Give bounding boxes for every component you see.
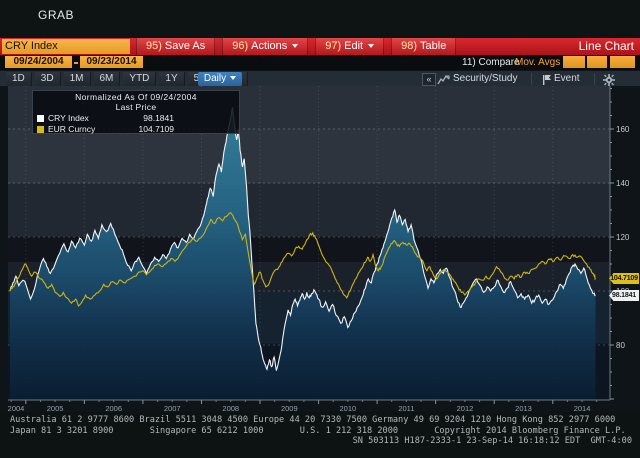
y-axis-label-160: 160 — [616, 125, 630, 134]
menu-key: 95) — [146, 40, 162, 52]
x-axis-label-2005: 2005 — [47, 404, 64, 412]
menu-button-save-as[interactable]: 95) Save As — [136, 38, 216, 55]
study-chart-icon — [437, 73, 450, 91]
x-axis-label-2008: 2008 — [222, 404, 239, 412]
period-toolbar: 1D3D1M6MYTD1Y5YMax Daily « Security/Stud… — [0, 70, 640, 86]
x-axis-label-2014: 2014 — [574, 404, 591, 412]
cry-series-name: CRY Index — [48, 113, 89, 123]
footer-line-3: SN 503113 H187-2333-1 23-Sep-14 16:18:12… — [352, 436, 632, 446]
caret-down-icon — [292, 44, 299, 49]
x-axis-label-2011: 2011 — [398, 404, 414, 412]
cry-price-callout: 98.1841 — [609, 290, 639, 301]
terminal-footer: Australia 61 2 9777 8600 Brazil 5511 304… — [0, 415, 640, 458]
caret-down-icon — [368, 44, 375, 49]
compare-button[interactable]: 11) Compare — [462, 57, 520, 68]
chart-legend: Normalized As Of 09/24/2004 Last Price C… — [32, 90, 240, 134]
menu-key: 96) — [232, 40, 249, 52]
x-axis-label-2013: 2013 — [515, 404, 532, 412]
y-axis-label-80: 80 — [616, 341, 625, 350]
date-to-input[interactable]: 09/23/2014 — [80, 56, 143, 68]
eur-price-callout: 104.7109 — [609, 273, 639, 284]
y-axis-label-140: 140 — [616, 179, 630, 188]
frequency-value: Daily — [203, 73, 227, 84]
menu-label: Save As — [164, 40, 206, 52]
cry-series-swatch — [37, 114, 44, 122]
period-button-ytd[interactable]: YTD — [123, 72, 157, 86]
menu-key: 97) — [325, 40, 342, 52]
grab-label: GRAB — [38, 8, 75, 22]
toolbar-divider — [531, 73, 532, 85]
x-axis-label-2004: 2004 — [8, 404, 25, 412]
footer-line-2: Japan 81 3 3201 8900 Singapore 65 6212 1… — [10, 425, 626, 436]
menu-key: 98) — [401, 40, 418, 52]
chart-area: 8010012014016020042005200620072008200920… — [0, 86, 640, 413]
date-range-bar: 09/24/2004 09/23/2014 11) Compare Mov. A… — [0, 55, 640, 70]
chart-type-title: Line Chart — [578, 39, 634, 53]
date-from-input[interactable]: 09/24/2004 — [5, 56, 72, 68]
legend-item-cry[interactable]: CRY Index 98.1841 — [33, 113, 239, 123]
menu-button-edit[interactable]: 97) Edit — [315, 38, 385, 55]
x-axis-label-2012: 2012 — [457, 404, 474, 412]
menu-button-table[interactable]: 98) Table — [391, 38, 457, 55]
command-bar: GRAB — [0, 0, 640, 38]
event-button[interactable]: Event — [554, 73, 580, 84]
date-range-dash — [74, 62, 78, 64]
period-button-6m[interactable]: 6M — [93, 72, 121, 86]
mov-avgs-button[interactable]: Mov. Avgs — [515, 57, 561, 68]
legend-title: Normalized As Of 09/24/2004 — [75, 92, 197, 102]
y-axis-label-120: 120 — [616, 233, 630, 242]
caret-down-icon — [230, 76, 237, 81]
legend-item-eur[interactable]: EUR Curncy 104.7109 — [33, 124, 239, 134]
period-button-1d[interactable]: 1D — [6, 72, 32, 86]
eur-series-swatch — [37, 125, 44, 133]
legend-subtitle: Last Price — [115, 102, 157, 112]
cry-last-price: 98.1841 — [143, 113, 174, 123]
frequency-dropdown[interactable]: Daily — [198, 72, 242, 86]
price-chart-plot[interactable]: 8010012014016020042005200620072008200920… — [0, 86, 640, 413]
x-axis-label-2009: 2009 — [281, 404, 298, 412]
security-study-button[interactable]: Security/Study — [453, 73, 518, 84]
quick-field-1[interactable] — [563, 56, 585, 68]
eur-series-name: EUR Curncy — [48, 124, 96, 134]
x-axis-label-2007: 2007 — [164, 404, 181, 412]
period-button-1y[interactable]: 1Y — [159, 72, 185, 86]
eur-last-price: 104.7109 — [138, 124, 174, 134]
x-axis-label-2010: 2010 — [340, 404, 357, 412]
toolbar-divider — [594, 73, 595, 85]
menu-label: Table — [420, 40, 447, 52]
quick-field-2[interactable] — [587, 56, 607, 68]
red-toolbar: CRY Index 95) Save As 96) Actions 97) Edit 98)… — [0, 38, 640, 55]
menu-button-actions[interactable]: 96) Actions — [222, 38, 309, 55]
quick-field-3[interactable] — [610, 56, 635, 68]
period-button-1m[interactable]: 1M — [63, 72, 91, 86]
menu-label: Edit — [344, 40, 364, 52]
toolbar-menu-buttons: 95) Save As 96) Actions 97) Edit 98) Table — [136, 38, 463, 55]
gear-icon[interactable] — [603, 73, 615, 91]
menu-label: Actions — [251, 40, 288, 52]
footer-line-1: Australia 61 2 9777 8600 Brazil 5511 304… — [10, 415, 616, 425]
collapse-panel-button[interactable]: « — [422, 73, 436, 86]
x-axis-label-2006: 2006 — [105, 404, 122, 412]
event-flag-icon — [542, 73, 552, 91]
ticker-input[interactable]: CRY Index — [2, 39, 130, 54]
period-button-3d[interactable]: 3D — [34, 72, 61, 86]
